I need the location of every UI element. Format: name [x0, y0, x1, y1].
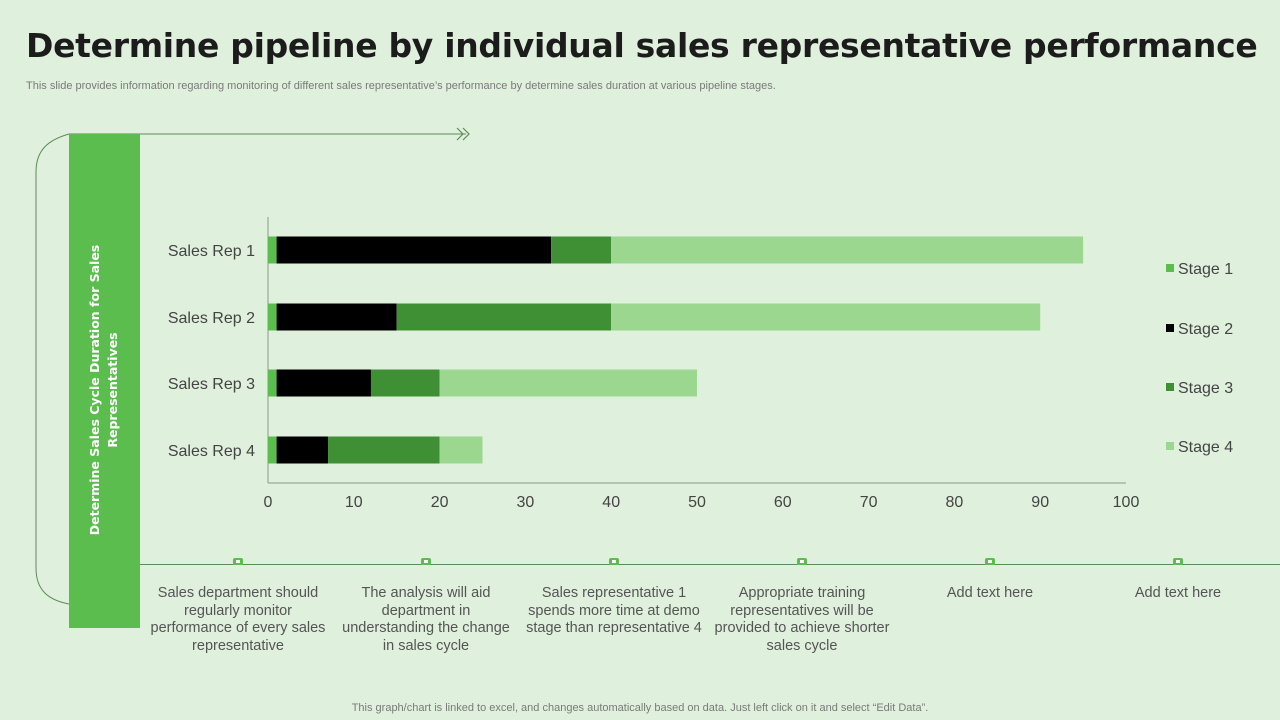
bar-sales-rep-3-stage-2 [276, 369, 371, 397]
y-tick-label: Sales Rep 1 [168, 243, 255, 260]
x-tick-label: 60 [774, 494, 792, 511]
x-tick-label: 50 [688, 494, 706, 511]
legend-label: Stage 4 [1178, 439, 1233, 456]
legend-swatch-stage-3 [1166, 383, 1174, 391]
y-tick-label: Sales Rep 3 [168, 376, 255, 393]
timeline-marker [985, 558, 995, 565]
timeline-marker [421, 558, 431, 565]
bar-sales-rep-1-stage-1 [268, 236, 277, 264]
bar-sales-rep-2-stage-1 [268, 303, 277, 331]
x-tick-label: 80 [946, 494, 964, 511]
timeline-note: Appropriate training representatives wil… [714, 585, 890, 655]
timeline-marker [609, 558, 619, 565]
x-tick-label: 20 [431, 494, 449, 511]
bar-sales-rep-3-stage-4 [439, 369, 697, 397]
timeline-note: Add text here [1134, 585, 1222, 601]
timeline-note: Sales department should regularly monito… [150, 585, 326, 655]
bar-sales-rep-3-stage-1 [268, 369, 277, 397]
timeline-marker [797, 558, 807, 565]
timeline-note: Add text here [946, 585, 1034, 601]
page-title: Determine pipeline by individual sales r… [26, 26, 1258, 65]
footer-note: This graph/chart is linked to excel, and… [351, 702, 929, 714]
bar-sales-rep-1-stage-3 [551, 236, 612, 264]
page-subtitle: This slide provides information regardin… [26, 80, 776, 92]
x-tick-label: 70 [860, 494, 878, 511]
x-tick-label: 90 [1031, 494, 1049, 511]
legend-swatch-stage-2 [1166, 324, 1174, 332]
x-tick-label: 10 [345, 494, 363, 511]
timeline-note: The analysis will aid department in unde… [342, 585, 510, 655]
bar-sales-rep-1-stage-4 [611, 236, 1084, 264]
timeline-note: Sales representative 1 spends more time … [526, 585, 702, 637]
timeline-marker [1173, 558, 1183, 565]
legend-swatch-stage-1 [1166, 264, 1174, 272]
bar-sales-rep-3-stage-3 [370, 369, 440, 397]
bar-sales-rep-2-stage-2 [276, 303, 397, 331]
bar-sales-rep-4-stage-2 [276, 436, 329, 464]
bar-sales-rep-1-stage-2 [276, 236, 552, 264]
bar-sales-rep-4-stage-4 [439, 436, 483, 464]
bar-sales-rep-4-stage-1 [268, 436, 277, 464]
side-panel [69, 134, 140, 628]
legend-label: Stage 2 [1178, 321, 1233, 338]
x-tick-label: 30 [517, 494, 535, 511]
timeline-marker [233, 558, 243, 565]
legend-label: Stage 3 [1178, 380, 1233, 397]
legend-label: Stage 1 [1178, 261, 1233, 278]
timeline-line [140, 564, 1280, 565]
x-tick-label: 40 [602, 494, 620, 511]
legend-swatch-stage-4 [1166, 442, 1174, 450]
x-tick-label: 0 [264, 494, 273, 511]
bar-sales-rep-2-stage-3 [396, 303, 612, 331]
bar-sales-rep-4-stage-3 [328, 436, 440, 464]
y-tick-label: Sales Rep 2 [168, 310, 255, 327]
bar-sales-rep-2-stage-4 [611, 303, 1041, 331]
y-tick-label: Sales Rep 4 [168, 443, 255, 460]
x-tick-label: 100 [1113, 494, 1140, 511]
